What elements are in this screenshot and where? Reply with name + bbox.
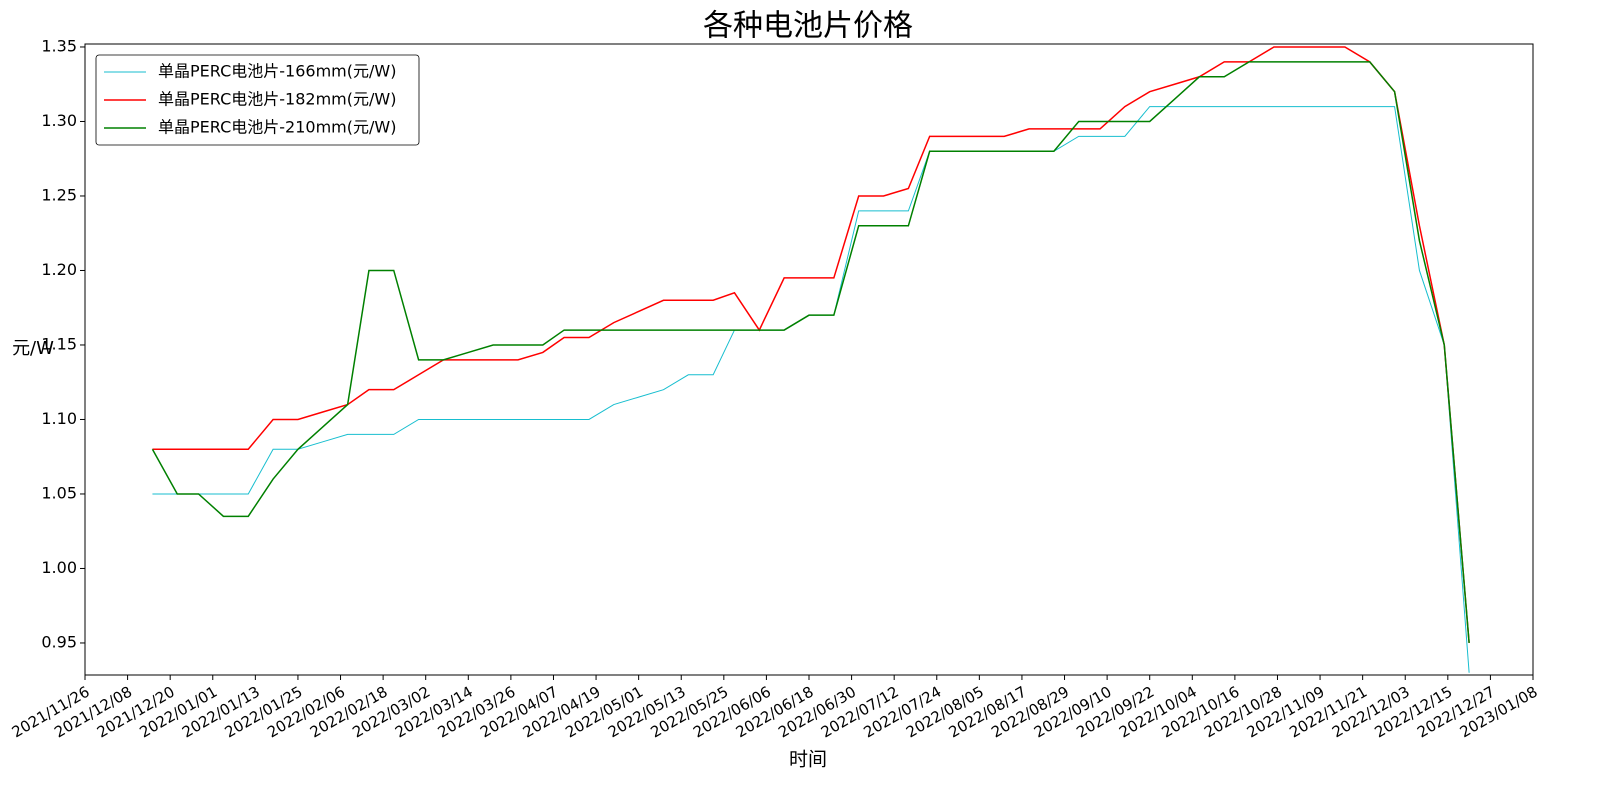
y-tick-label: 1.25 [41,185,77,204]
y-axis-label: 元/W [12,338,54,359]
legend-label: 单晶PERC电池片-166mm(元/W) [158,62,396,81]
series-line [151,61,1470,644]
y-tick-label: 1.00 [41,558,77,577]
legend-label: 单晶PERC电池片-182mm(元/W) [158,90,396,109]
y-tick-label: 1.10 [41,409,77,428]
chart-title: 各种电池片价格 [703,9,913,44]
x-axis-label: 时间 [789,749,827,771]
y-tick-label: 1.20 [41,260,77,279]
legend: 单晶PERC电池片-166mm(元/W) 单晶PERC电池片-182mm(元/W)… [95,54,420,146]
y-tick-label: 1.35 [41,36,77,55]
legend-box [95,54,420,146]
y-tick-label: 1.15 [41,334,77,353]
y-tick-label: 0.95 [41,632,77,651]
y-tick-label: 1.05 [41,483,77,502]
y-tick-label: 1.30 [41,111,77,130]
legend-label: 单晶PERC电池片-210mm(元/W) [158,118,396,137]
